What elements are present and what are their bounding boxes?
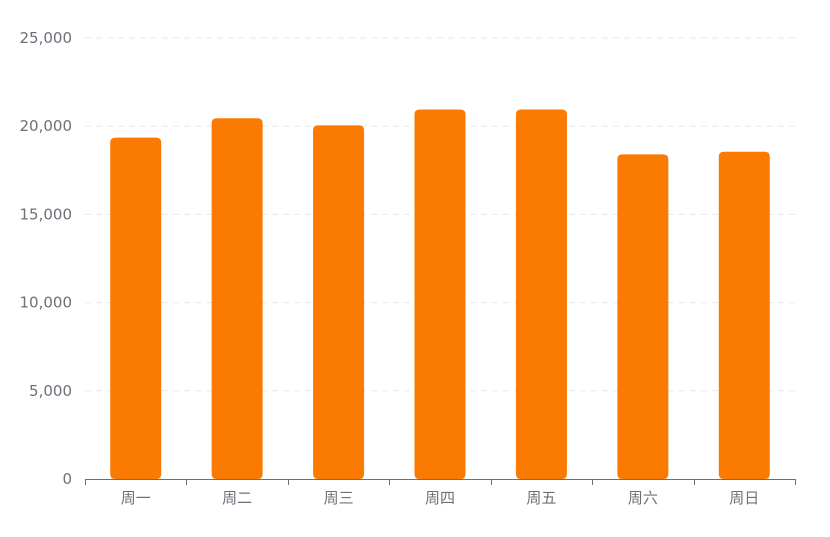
bar-3[interactable]	[313, 125, 365, 480]
y-tick-label: 10,000	[20, 294, 73, 312]
bar-series	[110, 109, 770, 480]
axes: 0 5,000 10,000 15,000 20,000 25,000 周一 周二 周三 周四 周五…	[20, 29, 796, 507]
y-tick-label: 0	[62, 470, 72, 488]
y-tick-label: 25,000	[20, 29, 73, 47]
x-tick-label: 周六	[628, 489, 658, 507]
x-tick-label: 周四	[425, 489, 455, 507]
bar-4[interactable]	[414, 109, 466, 479]
x-tick-label: 周一	[121, 489, 151, 507]
y-tick-label: 5,000	[29, 382, 72, 400]
y-tick-label: 15,000	[20, 205, 73, 223]
x-tick-label: 周五	[526, 489, 556, 507]
x-tick-label: 周三	[324, 489, 354, 507]
x-tick-label: 周日	[729, 489, 759, 507]
bar-6[interactable]	[617, 154, 669, 479]
bar-2[interactable]	[211, 118, 263, 480]
bar-1[interactable]	[110, 137, 162, 479]
bar-5[interactable]	[515, 109, 567, 479]
bar-7[interactable]	[718, 151, 770, 479]
y-tick-label: 20,000	[20, 117, 73, 135]
x-tick-label: 周二	[222, 489, 252, 507]
